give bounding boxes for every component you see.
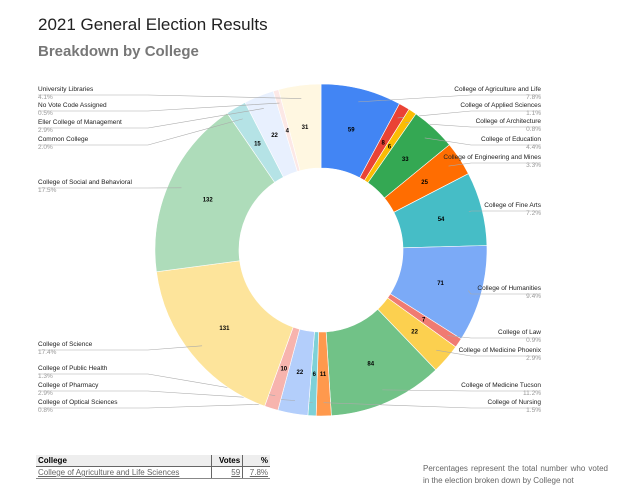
legend-percent: 7.8% — [454, 94, 541, 102]
legend-percent: 1.1% — [460, 110, 541, 118]
legend-percent: 4.4% — [481, 144, 541, 152]
legend-name: College of Fine Arts — [484, 202, 541, 209]
legend-name: College of Engineering and Mines — [443, 154, 541, 161]
header-votes: Votes — [211, 455, 242, 467]
slice-value-label: 84 — [367, 362, 374, 368]
legend-name: College of Medicine Tucson — [461, 382, 541, 389]
slice-value-label: 15 — [254, 142, 261, 148]
legend-percent: 17.4% — [38, 349, 92, 357]
legend-percent: 0.8% — [38, 407, 118, 415]
slice-value-label: 131 — [219, 326, 230, 332]
table-header-row: College Votes % — [36, 455, 270, 467]
legend-percent: 11.2% — [461, 390, 541, 398]
legend-percent: 2.9% — [38, 390, 98, 398]
legend-name: College of Applied Sciences — [460, 102, 541, 109]
header-pct: % — [243, 455, 270, 467]
cell-pct: 7.8% — [243, 467, 270, 479]
results-table: College Votes % College of Agriculture a… — [36, 455, 270, 479]
legend-name: College of Medicine Phoenix — [459, 347, 541, 354]
legend-name: Eller College of Management — [38, 119, 122, 126]
legend-percent: 0.8% — [476, 126, 541, 134]
slice-value-label: 33 — [402, 157, 409, 163]
slice-value-label: 22 — [271, 133, 278, 139]
table-row: College of Agriculture and Life Sciences… — [36, 467, 270, 479]
legend-percent: 2.9% — [459, 355, 541, 363]
header-college: College — [36, 455, 211, 467]
legend-name: College of Pharmacy — [38, 382, 98, 389]
legend-name: College of Architecture — [476, 118, 541, 125]
legend-name: College of Science — [38, 341, 92, 348]
slice-value-label: 10 — [280, 366, 287, 372]
slice-value-label: 22 — [297, 370, 304, 376]
slice-value-label: 59 — [348, 128, 355, 134]
cell-votes: 59 — [211, 467, 242, 479]
legend-name: No Vote Code Assigned — [38, 102, 107, 109]
legend-percent: 4.1% — [38, 94, 93, 102]
slice-value-label: 31 — [302, 125, 309, 131]
legend-name: College of Agriculture and Life — [454, 86, 541, 93]
legend-percent: 9.4% — [477, 293, 541, 301]
legend-percent: 1.3% — [38, 373, 107, 381]
slice-value-label: 132 — [203, 198, 214, 204]
legend-percent: 2.9% — [38, 127, 122, 135]
legend-percent: 3.3% — [443, 162, 541, 170]
legend-name: University Libraries — [38, 86, 93, 93]
legend-name: College of Humanities — [477, 285, 541, 292]
legend-percent: 17.5% — [38, 187, 132, 195]
slice-value-label: 25 — [421, 180, 428, 186]
legend-percent: 2.0% — [38, 144, 88, 152]
legend-name: College of Public Health — [38, 365, 107, 372]
slice-value-label: 54 — [438, 217, 445, 223]
legend-name: College of Education — [481, 136, 541, 143]
legend-percent: 1.5% — [488, 407, 541, 415]
slice-14 — [156, 261, 293, 406]
slice-value-label: 11 — [320, 372, 327, 378]
legend-name: College of Social and Behavioral — [38, 179, 132, 186]
legend-name: Common College — [38, 136, 88, 143]
slice-value-label: 22 — [411, 329, 418, 335]
legend-percent: 0.5% — [38, 110, 107, 118]
legend-name: College of Optical Sciences — [38, 399, 118, 406]
legend-percent: 0.9% — [498, 337, 541, 345]
legend-name: College of Nursing — [488, 399, 541, 406]
slice-value-label: 71 — [437, 281, 444, 287]
legend-name: College of Law — [498, 329, 541, 336]
legend-percent: 7.2% — [484, 210, 541, 218]
footnote: Percentages represent the total number w… — [423, 463, 608, 487]
cell-college: College of Agriculture and Life Sciences — [36, 467, 211, 479]
